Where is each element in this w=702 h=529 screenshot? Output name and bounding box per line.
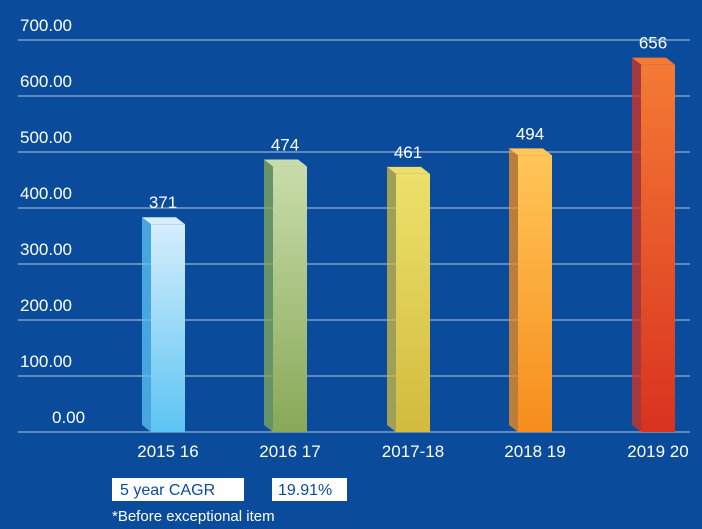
y-tick-label: 400.00 — [20, 184, 72, 203]
bar-side — [632, 57, 641, 432]
cagr-value: 19.91% — [278, 482, 332, 499]
bar — [641, 64, 675, 432]
y-tick-label: 300.00 — [20, 240, 72, 259]
value-label: 656 — [639, 34, 667, 53]
cagr-value-box — [272, 478, 347, 501]
bar — [396, 173, 430, 432]
y-tick-label: 200.00 — [20, 296, 72, 315]
bar-side — [264, 159, 273, 432]
y-tick-label: 600.00 — [20, 72, 72, 91]
bar-top — [264, 159, 307, 167]
value-label: 461 — [394, 143, 422, 162]
x-tick-label: 2017-18 — [382, 442, 444, 461]
value-label: 371 — [149, 193, 177, 212]
bar-side — [142, 217, 151, 432]
bar-top — [632, 57, 675, 65]
value-label: 494 — [516, 124, 544, 143]
bar — [273, 166, 307, 432]
bar — [151, 224, 185, 432]
bar-top — [387, 166, 430, 174]
bar-top — [509, 148, 552, 156]
footnote: *Before exceptional item — [112, 508, 275, 525]
y-tick-label: 500.00 — [20, 128, 72, 147]
bar-side — [387, 166, 396, 432]
y-tick-label: 0.00 — [52, 408, 85, 427]
cagr-label-box — [112, 478, 244, 501]
y-tick-label: 100.00 — [20, 352, 72, 371]
x-tick-label: 2016 17 — [259, 442, 320, 461]
bar — [518, 155, 552, 433]
bar-side — [509, 148, 518, 433]
x-tick-label: 2018 19 — [504, 442, 565, 461]
y-tick-label: 700.00 — [20, 16, 72, 35]
x-tick-label: 2015 16 — [137, 442, 198, 461]
x-tick-label: 2019 20 — [627, 442, 688, 461]
cagr-label: 5 year CAGR — [120, 482, 215, 499]
bar-top — [142, 217, 185, 225]
value-label: 474 — [271, 136, 299, 155]
